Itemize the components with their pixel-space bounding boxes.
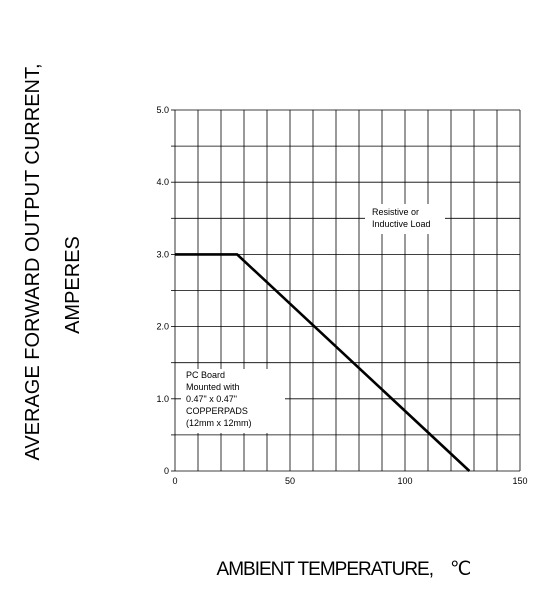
board-annotation-line4: COPPERPADS — [186, 406, 248, 416]
load-annotation-bg — [365, 204, 445, 234]
tick-labels: 0 1.0 2.0 3.0 4.0 5.0 0 50 100 150 — [156, 105, 527, 486]
x-tick-label: 0 — [172, 476, 177, 486]
board-annotation-line1: PC Board — [186, 370, 225, 380]
load-annotation-line1: Resistive or — [372, 207, 419, 217]
y-axis-title-line1: AVERAGE FORWARD OUTPUT CURRENT, — [22, 63, 44, 460]
y-tick-label: 1.0 — [156, 394, 169, 404]
load-annotation-line2: Inductive Load — [372, 219, 431, 229]
board-annotation-bg — [181, 369, 285, 433]
series-layer — [175, 253, 471, 472]
derating-curve — [175, 253, 471, 472]
x-axis-title: AMBIENT TEMPERATURE, — [217, 559, 433, 580]
board-annotation-line3: 0.47" x 0.47" — [186, 394, 237, 404]
y-tick-label: 4.0 — [156, 177, 169, 187]
y-tick-label: 0 — [164, 466, 169, 476]
x-axis-unit: ℃ — [450, 559, 471, 580]
x-tick-label: 100 — [397, 476, 412, 486]
y-tick-label: 3.0 — [156, 249, 169, 259]
board-annotation-line2: Mounted with — [186, 382, 240, 392]
y-tick-label: 2.0 — [156, 322, 169, 332]
board-annotation-line5: (12mm x 12mm) — [186, 418, 252, 428]
y-axis-title-line2: AMPERES — [62, 236, 84, 334]
y-tick-label: 5.0 — [156, 105, 169, 115]
grid — [171, 109, 521, 472]
x-tick-label: 50 — [285, 476, 295, 486]
x-tick-label: 150 — [512, 476, 527, 486]
